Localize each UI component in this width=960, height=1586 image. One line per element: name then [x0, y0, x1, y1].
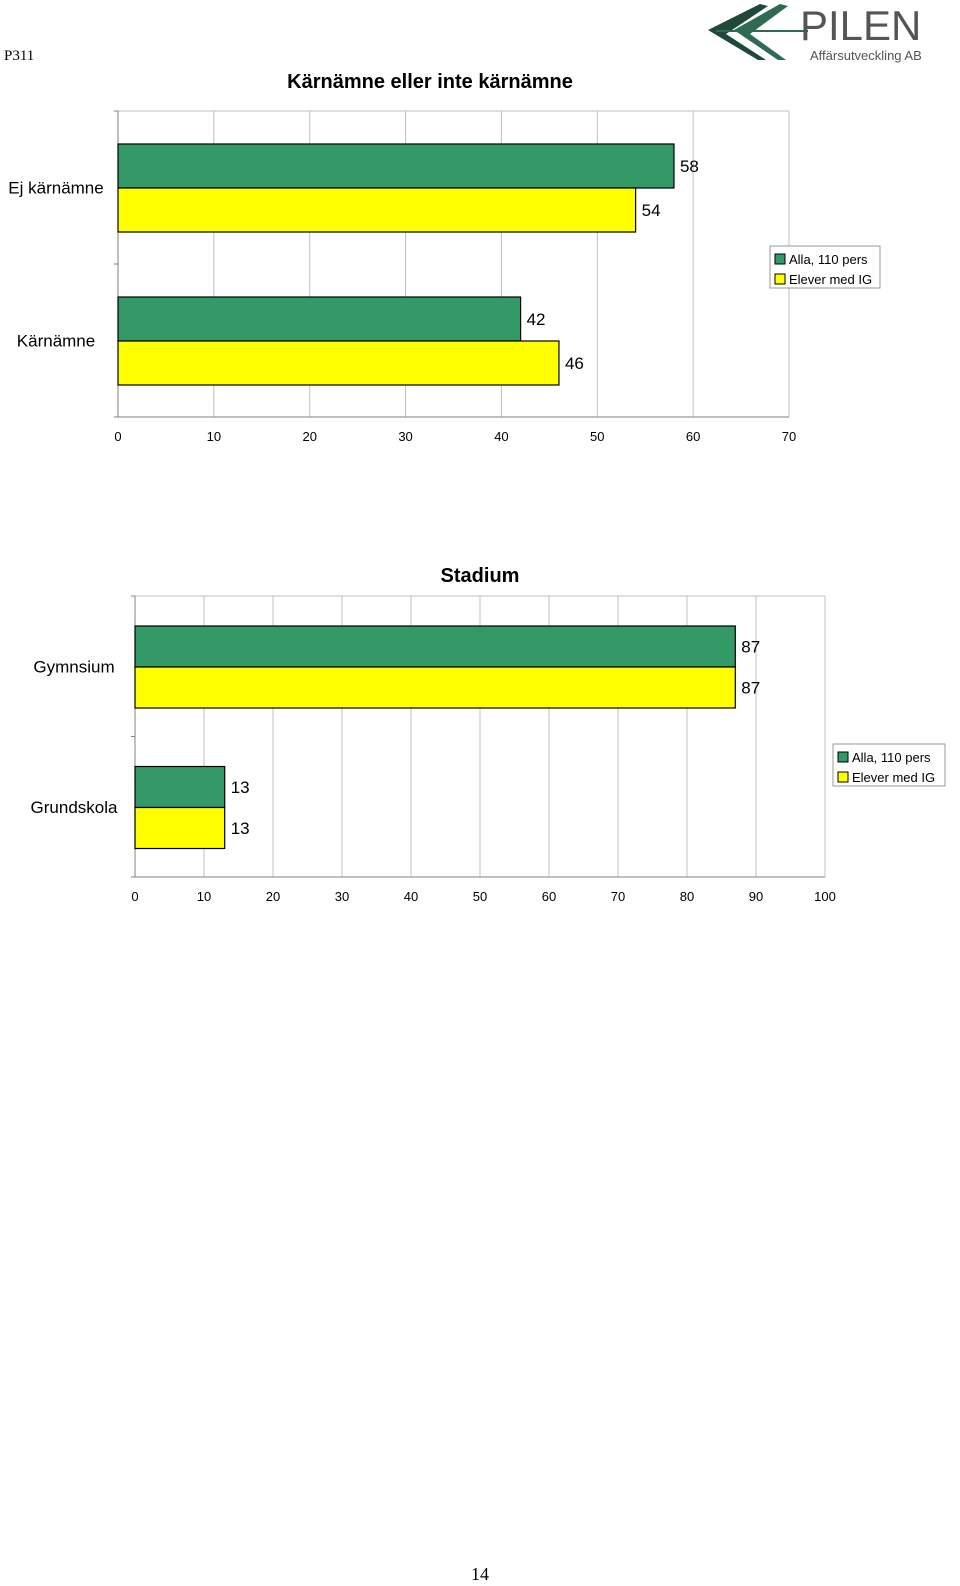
chart-title: Stadium — [441, 565, 520, 587]
data-label: 42 — [527, 310, 546, 329]
page-code: P311 — [4, 48, 35, 64]
x-tick-label: 60 — [542, 889, 556, 904]
legend-box — [832, 743, 946, 787]
pilen-logo: PILEN Affärsutveckling AB — [708, 0, 948, 68]
x-tick-label: 80 — [680, 889, 694, 904]
x-tick-label: 60 — [686, 429, 700, 444]
legend-swatch — [774, 253, 786, 265]
legend-swatch — [837, 751, 849, 763]
x-tick-label: 40 — [494, 429, 508, 444]
legend-label: Alla, 110 pers — [852, 750, 931, 765]
x-tick-label: 30 — [335, 889, 349, 904]
x-tick-label: 30 — [398, 429, 412, 444]
x-tick-label: 100 — [814, 889, 836, 904]
legend-label: Elever med IG — [789, 272, 872, 287]
x-tick-label: 10 — [197, 889, 211, 904]
chart-stadium: Stadium 87 87 13 13 Gymnsium Grundskola 0 10 2… — [31, 565, 946, 904]
bar — [134, 765, 226, 809]
legend-label: Alla, 110 pers — [789, 252, 868, 267]
category-label: Ej kärnämne — [8, 179, 103, 198]
bar — [134, 625, 736, 668]
chart-karnamne: Kärnämne eller inte kärnämne 58 54 42 46 Ej… — [8, 71, 881, 444]
x-tick-label: 90 — [749, 889, 763, 904]
x-tick-label: 20 — [302, 429, 316, 444]
x-tick-label: 50 — [590, 429, 604, 444]
x-tick-label: 0 — [114, 429, 121, 444]
x-tick-label: 70 — [611, 889, 625, 904]
x-tick-label: 70 — [782, 429, 796, 444]
legend-box — [769, 245, 881, 289]
data-label: 87 — [741, 638, 760, 657]
page-number: 14 — [471, 1564, 489, 1584]
legend-swatch — [774, 273, 786, 285]
bar — [134, 806, 226, 850]
bar — [134, 666, 736, 709]
bar — [117, 187, 637, 233]
bar — [117, 143, 675, 189]
category-label: Grundskola — [31, 798, 118, 817]
category-label: Gymnsium — [33, 657, 114, 676]
x-tick-label: 40 — [404, 889, 418, 904]
bar — [117, 340, 560, 386]
x-tick-label: 50 — [473, 889, 487, 904]
data-label: 87 — [741, 679, 760, 698]
data-label: 46 — [565, 354, 584, 373]
data-label: 58 — [680, 157, 699, 176]
chart-title: Kärnämne eller inte kärnämne — [287, 71, 573, 93]
x-tick-label: 10 — [207, 429, 221, 444]
bar — [117, 296, 522, 342]
x-tick-label: 20 — [266, 889, 280, 904]
category-label: Kärnämne — [17, 332, 95, 351]
legend-label: Elever med IG — [852, 770, 935, 785]
svg-text:Affärsutveckling AB: Affärsutveckling AB — [810, 48, 922, 63]
data-label: 13 — [231, 819, 250, 838]
data-label: 54 — [642, 201, 661, 220]
legend-swatch — [837, 771, 849, 783]
data-label: 13 — [231, 778, 250, 797]
svg-text:PILEN: PILEN — [800, 2, 921, 49]
x-tick-label: 0 — [131, 889, 138, 904]
